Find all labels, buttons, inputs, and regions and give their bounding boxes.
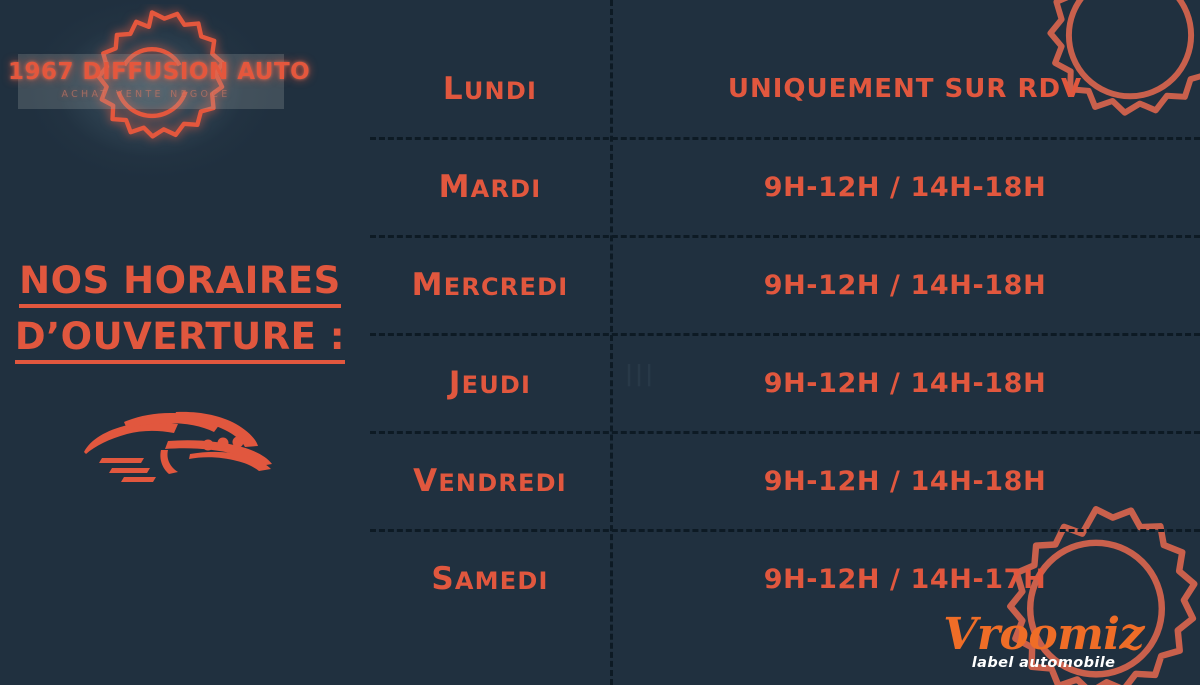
- table-row: MARDI 9H-12H / 14H-18H: [370, 158, 1200, 216]
- partner-logo-name: Vroomiz: [943, 609, 1144, 660]
- day-label-rest: ERCREDI: [443, 273, 569, 301]
- day-label-cap: M: [438, 169, 471, 205]
- day-label: MERCREDI: [370, 267, 610, 303]
- brand-logo: 1967 DIFFUSION AUTO ACHAT VENTE NEGOCE: [8, 0, 311, 188]
- day-label-rest: ENDREDI: [438, 469, 567, 497]
- day-label: MARDI: [370, 169, 610, 205]
- row-divider: [370, 529, 1200, 532]
- brand-tagline: ACHAT VENTE NEGOCE: [61, 89, 231, 100]
- brand-name: 1967 DIFFUSION AUTO: [8, 59, 311, 85]
- logo-text-band: [18, 54, 284, 109]
- sports-car-icon: [84, 411, 272, 482]
- day-label-rest: EUDI: [461, 371, 532, 399]
- day-label-cap: L: [442, 71, 464, 107]
- day-label: LUNDI: [370, 71, 610, 107]
- day-label: SAMEDI: [370, 561, 610, 597]
- logo-glow: [26, 0, 276, 180]
- hours-value: 9H-12H / 14H-17H: [763, 563, 1047, 595]
- row-divider: [370, 235, 1200, 238]
- day-label-rest: UNDI: [463, 77, 538, 105]
- page-title-line2: D’OUVERTURE :: [14, 317, 346, 364]
- row-divider: [370, 137, 1200, 140]
- day-label-cap: V: [413, 463, 439, 499]
- hours-value: 9H-12H / 14H-18H: [763, 269, 1047, 301]
- day-label-cap: J: [448, 365, 462, 401]
- day-label-cap: S: [431, 561, 455, 597]
- day-label-rest: ARDI: [470, 175, 542, 203]
- hours-value: 9H-12H / 14H-18H: [763, 465, 1047, 497]
- row-divider: [370, 431, 1200, 434]
- table-row: LUNDI UNIQUEMENT SUR RDV: [370, 60, 1200, 118]
- page-title-line1: NOS HORAIRES: [19, 261, 341, 308]
- hours-value: 9H-12H / 14H-18H: [763, 171, 1047, 203]
- table-row: SAMEDI 9H-12H / 14H-17H: [370, 550, 1200, 608]
- hours-value: 9H-12H / 14H-18H: [763, 367, 1047, 399]
- schedule-table: LUNDI UNIQUEMENT SUR RDV MARDI 9H-12H / …: [370, 0, 1200, 685]
- day-label: VENDREDI: [370, 463, 610, 499]
- row-divider: [370, 333, 1200, 336]
- day-label-cap: M: [411, 267, 444, 303]
- partner-logo: Vroomiz label automobile: [943, 609, 1144, 672]
- table-row: MERCREDI 9H-12H / 14H-18H: [370, 256, 1200, 314]
- day-label: JEUDI: [370, 365, 610, 401]
- partner-logo-tagline: label automobile: [971, 655, 1116, 671]
- gear-icon: [96, 10, 225, 139]
- column-divider: [610, 0, 613, 685]
- page-title: NOS HORAIRES D’OUVERTURE :: [0, 261, 360, 364]
- hours-value: UNIQUEMENT SUR RDV: [727, 74, 1083, 104]
- table-row: VENDREDI 9H-12H / 14H-18H: [370, 452, 1200, 510]
- table-row: JEUDI 9H-12H / 14H-18H: [370, 354, 1200, 412]
- day-label-rest: AMEDI: [454, 567, 549, 595]
